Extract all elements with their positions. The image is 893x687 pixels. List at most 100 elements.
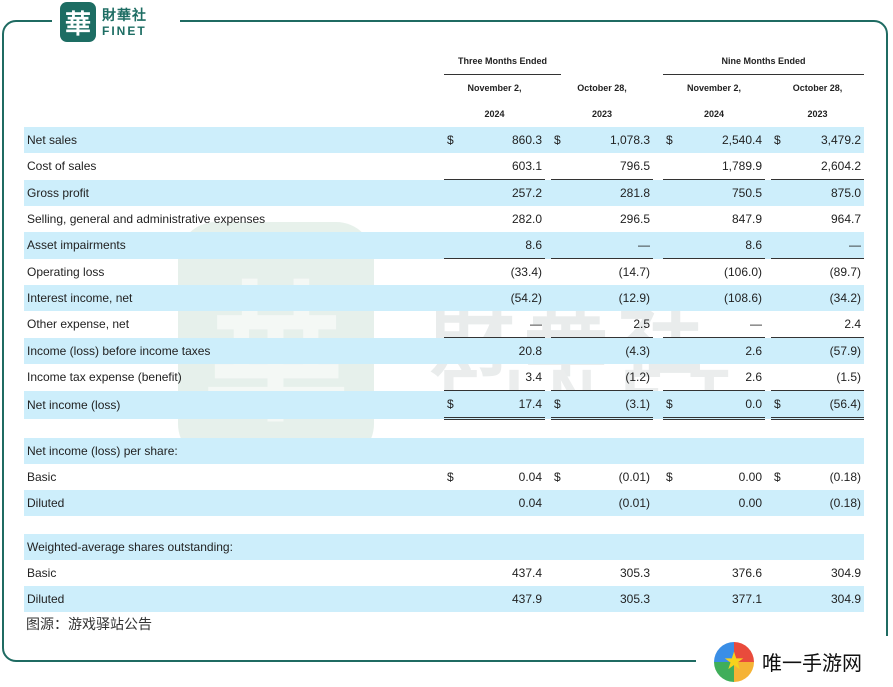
cell-value: 0.04	[518, 470, 542, 484]
currency-symbol: $	[447, 470, 454, 484]
table-row: Diluted 0.04 (0.01) 0.00 (0.18)	[24, 490, 865, 516]
cell-value: —	[781, 232, 865, 259]
header-col1-line1: November 2,	[467, 83, 522, 93]
finet-logo-mark: 華	[60, 2, 96, 42]
row-label: Operating loss	[27, 264, 105, 279]
currency-symbol: $	[551, 390, 562, 420]
cell-value: 875.0	[781, 179, 865, 206]
section-title-shares: Weighted-average shares outstanding:	[24, 534, 865, 560]
cell-value: 796.5	[561, 153, 654, 180]
header-col4-line1: October 28,	[792, 83, 843, 93]
row-label: Income tax expense (benefit)	[27, 370, 182, 385]
cell-value: 1,078.3	[561, 127, 654, 153]
cell-value: 304.9	[830, 566, 862, 580]
table-row: Income tax expense (benefit) 3.4 (1.2) 2…	[24, 364, 865, 391]
cell-value: (34.2)	[781, 285, 865, 311]
header-year-row: 2024 2023 2024 2023	[24, 101, 864, 127]
cell-value: —	[561, 232, 654, 259]
finet-logo: 華 財華社 FINET	[52, 0, 180, 44]
table-row: Diluted 437.9 305.3 377.1 304.9	[24, 586, 865, 612]
row-label: Other expense, net	[27, 317, 130, 332]
content-frame	[2, 20, 888, 662]
header-col1-year: 2024	[484, 109, 505, 119]
cell-value: 17.4	[454, 390, 545, 420]
finet-logo-en: FINET	[102, 23, 147, 38]
currency-symbol: $	[444, 390, 454, 420]
table-row: Asset impairments 8.6 — 8.6 —	[24, 232, 865, 259]
cell-value: 3.4	[454, 364, 545, 391]
cell-value: (0.18)	[781, 490, 865, 516]
table-row: Operating loss (33.4) (14.7) (106.0) (89…	[24, 259, 864, 286]
income-statement-table: Three Months Ended Nine Months Ended Nov…	[24, 48, 865, 612]
cell-value: 282.0	[511, 212, 542, 226]
row-label: Diluted	[24, 586, 444, 612]
cell-value: 964.7	[830, 212, 862, 226]
cell-value: 437.9	[454, 586, 545, 612]
cell-value: 437.4	[511, 566, 542, 580]
cell-value: (106.0)	[723, 265, 763, 279]
table-row: Income (loss) before income taxes 20.8 (…	[24, 337, 865, 364]
cell-value: (1.2)	[561, 364, 654, 391]
cell-value: 376.6	[731, 566, 763, 580]
cell-value: 305.3	[561, 586, 654, 612]
cell-value: 2.6	[673, 337, 766, 364]
cell-value: (108.6)	[673, 285, 766, 311]
currency-symbol: $	[771, 127, 782, 153]
cell-value: 2.4	[781, 311, 865, 338]
header-col3-year: 2024	[704, 109, 725, 119]
table-row: Basic $ 0.04 $ (0.01) $ 0.00 $ (0.18)	[24, 464, 864, 490]
table-row: Net income (loss) $ 17.4 $ (3.1) $ 0.0 $…	[24, 390, 865, 420]
row-label: Net income (loss)	[24, 390, 444, 419]
header-col2-line1: October 28,	[577, 83, 627, 93]
table-row: Interest income, net (54.2) (12.9) (108.…	[24, 285, 865, 311]
table-row: Basic 437.4 305.3 376.6 304.9	[24, 560, 864, 586]
header-col2-year: 2023	[591, 109, 613, 119]
cell-value: 8.6	[454, 232, 545, 259]
row-label: Diluted	[24, 490, 444, 516]
cell-value: (3.1)	[561, 390, 654, 420]
row-label: Asset impairments	[24, 232, 444, 259]
cell-value: 0.0	[673, 390, 766, 420]
table-row: Net sales $ 860.3 $ 1,078.3 $ 2,540.4 $ …	[24, 127, 865, 153]
cell-value: 20.8	[454, 337, 545, 364]
finet-logo-text: 財華社 FINET	[102, 8, 147, 37]
cell-value: 281.8	[561, 179, 654, 206]
currency-symbol: $	[663, 127, 674, 153]
cell-value: (89.7)	[829, 265, 862, 279]
cell-value: —	[454, 311, 545, 338]
cell-value: (0.01)	[561, 490, 654, 516]
cell-value: (12.9)	[561, 285, 654, 311]
section-heading-row: Weighted-average shares outstanding:	[24, 534, 865, 560]
cell-value: (33.4)	[510, 265, 542, 279]
cell-value: (0.18)	[829, 470, 862, 484]
cell-value: (0.01)	[618, 470, 651, 484]
cell-value: (4.3)	[561, 337, 654, 364]
cell-value: (14.7)	[618, 265, 651, 279]
row-label: Interest income, net	[24, 285, 444, 311]
header-group-row: Three Months Ended Nine Months Ended	[24, 48, 865, 75]
cell-value: (54.2)	[454, 285, 545, 311]
star-icon: ★	[714, 641, 754, 682]
header-col4-year: 2023	[807, 109, 828, 119]
cell-value: 8.6	[673, 232, 766, 259]
currency-symbol: $	[551, 127, 562, 153]
cell-value: 296.5	[619, 212, 651, 226]
cell-value: 257.2	[454, 179, 545, 206]
row-label: Basic	[27, 470, 57, 484]
row-label: Basic	[27, 566, 57, 580]
cell-value: 304.9	[781, 586, 865, 612]
cell-value: 2.5	[561, 311, 654, 338]
cell-value: (56.4)	[781, 390, 865, 420]
header-col3-line1: November 2,	[687, 83, 742, 93]
cell-value: 847.9	[731, 212, 763, 226]
cell-value: 0.00	[738, 470, 763, 484]
finet-logo-cn: 財華社	[102, 6, 147, 23]
table-row: Other expense, net — 2.5 — 2.4	[24, 311, 865, 338]
row-label: Cost of sales	[27, 159, 97, 174]
cell-value: 377.1	[673, 586, 766, 612]
cell-value: 305.3	[619, 566, 651, 580]
section-title-per-share: Net income (loss) per share:	[24, 438, 865, 464]
cell-value: (1.5)	[781, 364, 865, 391]
table-row: Selling, general and administrative expe…	[24, 206, 864, 232]
header-date-row: November 2, October 28, November 2, Octo…	[24, 75, 864, 102]
